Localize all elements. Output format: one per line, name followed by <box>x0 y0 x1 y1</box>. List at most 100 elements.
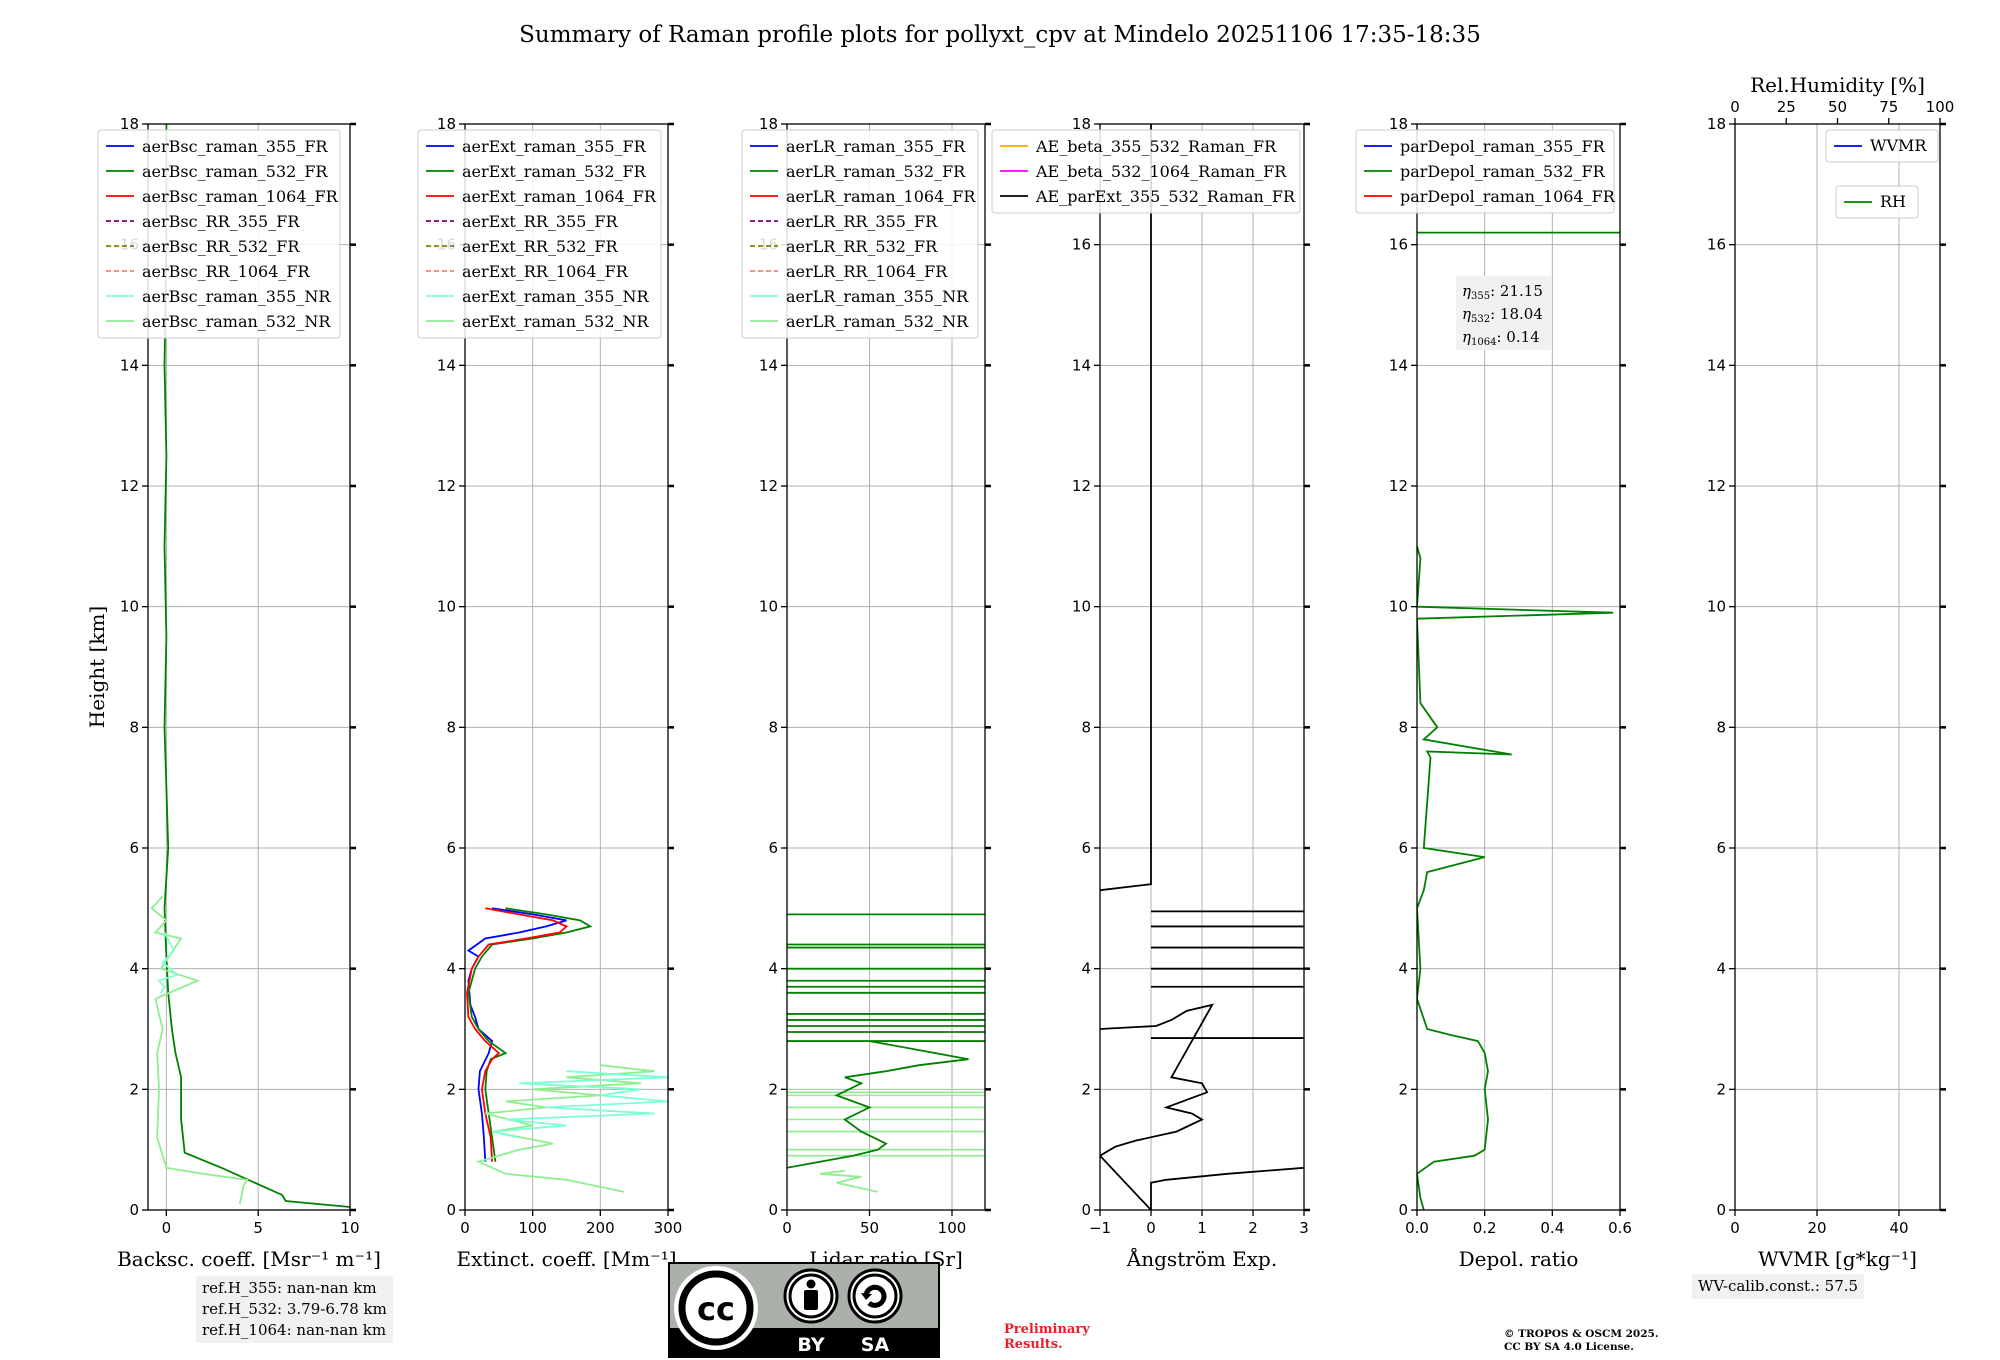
legend-label: aerLR_raman_355_FR <box>786 137 966 156</box>
ref-height-1064: ref.H_1064: nan-nan km <box>202 1321 387 1339</box>
x-axis-label: Backsc. coeff. [Msr⁻¹ m⁻¹] <box>117 1247 381 1271</box>
plot-area <box>787 913 985 1193</box>
y-tick-label: 10 <box>1389 598 1408 616</box>
axes-frame <box>464 123 669 1211</box>
top-x-tick-label: 75 <box>1879 98 1898 116</box>
y-tick-label: 0 <box>446 1201 456 1219</box>
y-tick-label: 6 <box>1081 839 1091 857</box>
y-tick-label: 2 <box>1716 1080 1726 1098</box>
legend-label: aerLR_raman_532_NR <box>786 312 969 331</box>
figure-title: Summary of Raman profile plots for polly… <box>519 22 1481 48</box>
series-AE_parExt_355_532_Raman_FR--upper- <box>1100 124 1152 892</box>
x-tick-label: 0 <box>162 1219 172 1237</box>
y-tick-label: 8 <box>1398 718 1408 736</box>
legend-label: aerExt_raman_532_NR <box>462 312 650 331</box>
y-tick-label: 6 <box>129 839 139 857</box>
y-tick-label: 12 <box>1389 477 1408 495</box>
y-tick-label: 4 <box>1398 960 1408 978</box>
legend-label: aerLR_RR_355_FR <box>786 212 938 231</box>
eta-value: η1064: 0.14 <box>1462 328 1540 348</box>
y-tick-label: 18 <box>1707 115 1726 133</box>
legend-label: aerLR_raman_1064_FR <box>786 187 976 206</box>
y-tick-label: 14 <box>1389 356 1408 374</box>
y-tick-label: 18 <box>759 115 778 133</box>
wv-calibration-constant: WV-calib.const.: 57.5 <box>1698 1277 1859 1295</box>
x-tick-label: 3 <box>1299 1219 1309 1237</box>
y-tick-label: 0 <box>1081 1201 1091 1219</box>
legend-box <box>417 129 662 339</box>
y-tick-label: 6 <box>768 839 778 857</box>
y-tick-label: 4 <box>1716 960 1726 978</box>
top-x-tick-label: 50 <box>1828 98 1847 116</box>
legend-label: aerExt_RR_1064_FR <box>462 262 629 281</box>
legend: parDepol_raman_355_FR parDepol_raman_532_… <box>1355 129 1616 214</box>
x-tick-label: 0 <box>1146 1219 1156 1237</box>
axes-frame <box>1734 123 1941 1211</box>
svg-text:cc: cc <box>697 1290 735 1328</box>
x-tick-label: 1 <box>1197 1219 1207 1237</box>
y-tick-label: 2 <box>446 1080 456 1098</box>
y-tick-label: 10 <box>759 598 778 616</box>
x-tick-label: 0.4 <box>1540 1219 1564 1237</box>
x-tick-label: 0.0 <box>1405 1219 1429 1237</box>
y-tick-label: 4 <box>768 960 778 978</box>
svg-text:SA: SA <box>861 1334 890 1356</box>
legend: AE_beta_355_532_Raman_FR AE_beta_532_1064… <box>991 129 1301 214</box>
preliminary-note: Preliminary Results. <box>1004 1322 1090 1352</box>
series-aerLR_raman_532_FR <box>787 1040 969 1169</box>
y-tick-label: 4 <box>1081 960 1091 978</box>
top-x-tick-label: 0 <box>1730 98 1740 116</box>
y-tick-label: 18 <box>437 115 456 133</box>
legend: aerBsc_raman_355_FR aerBsc_raman_532_FRae… <box>97 129 341 339</box>
y-tick-label: 12 <box>1707 477 1726 495</box>
legend-label: aerLR_RR_1064_FR <box>786 262 948 281</box>
plot-area <box>150 124 350 1208</box>
series-parDepol_raman_532_FR <box>1417 546 1614 1210</box>
plot-area <box>466 907 668 1193</box>
axes-frame <box>786 123 986 1211</box>
series-aerExt_raman_355_NR <box>491 1070 668 1139</box>
eta-value: η532: 18.04 <box>1462 305 1543 325</box>
legend-label: parDepol_raman_355_FR <box>1400 137 1606 156</box>
x-tick-label: 300 <box>654 1219 683 1237</box>
plot-area <box>1100 124 1304 1210</box>
legend-label: aerExt_RR_532_FR <box>462 237 619 256</box>
series-aerExt_raman_355_FR <box>466 907 567 1162</box>
y-tick-label: 14 <box>1072 356 1091 374</box>
y-tick-label: 6 <box>1716 839 1726 857</box>
series-aerBsc_raman_532_FR <box>163 124 350 1208</box>
x-axis-label: Extinct. coeff. [Mm⁻¹] <box>456 1247 676 1271</box>
panel-lidar_ratio: 024681012141618050100Lidar ratio [Sr]aer… <box>741 115 991 1271</box>
legend-label: aerBsc_RR_1064_FR <box>142 262 311 281</box>
y-tick-label: 18 <box>1072 115 1091 133</box>
y-tick-label: 16 <box>1072 236 1091 254</box>
y-tick-label: 0 <box>129 1201 139 1219</box>
ref-height-532: ref.H_532: 3.79-6.78 km <box>202 1300 387 1318</box>
panel-backscatter: 0246810121416180510Backsc. coeff. [Msr⁻¹… <box>85 115 381 1271</box>
y-tick-label: 0 <box>768 1201 778 1219</box>
series-aerExt_raman_1064_FR <box>466 907 569 1162</box>
wv-calibration-box: WV-calib.const.: 57.5 <box>1692 1274 1865 1299</box>
legend-label: parDepol_raman_1064_FR <box>1400 187 1616 206</box>
y-tick-label: 4 <box>129 960 139 978</box>
y-tick-label: 0 <box>1716 1201 1726 1219</box>
legend-label: aerBsc_raman_1064_FR <box>142 187 339 206</box>
legend-label: aerBsc_RR_355_FR <box>142 212 300 231</box>
top-x-tick-label: 100 <box>1926 98 1955 116</box>
y-tick-label: 18 <box>1389 115 1408 133</box>
y-tick-label: 12 <box>1072 477 1091 495</box>
x-tick-label: 0 <box>460 1219 470 1237</box>
y-tick-label: 18 <box>120 115 139 133</box>
reference-height-box: ref.H_355: nan-nan km ref.H_532: 3.79-6.… <box>196 1276 393 1343</box>
legend: RH <box>1835 185 1919 219</box>
y-tick-label: 6 <box>1398 839 1408 857</box>
x-tick-label: 200 <box>586 1219 615 1237</box>
y-tick-label: 2 <box>1398 1080 1408 1098</box>
y-tick-label: 10 <box>120 598 139 616</box>
y-tick-label: 10 <box>1072 598 1091 616</box>
series-aerLR_raman_532_NR <box>819 1169 878 1193</box>
y-tick-label: 16 <box>1707 236 1726 254</box>
x-tick-label: 10 <box>340 1219 359 1237</box>
y-tick-label: 10 <box>1707 598 1726 616</box>
